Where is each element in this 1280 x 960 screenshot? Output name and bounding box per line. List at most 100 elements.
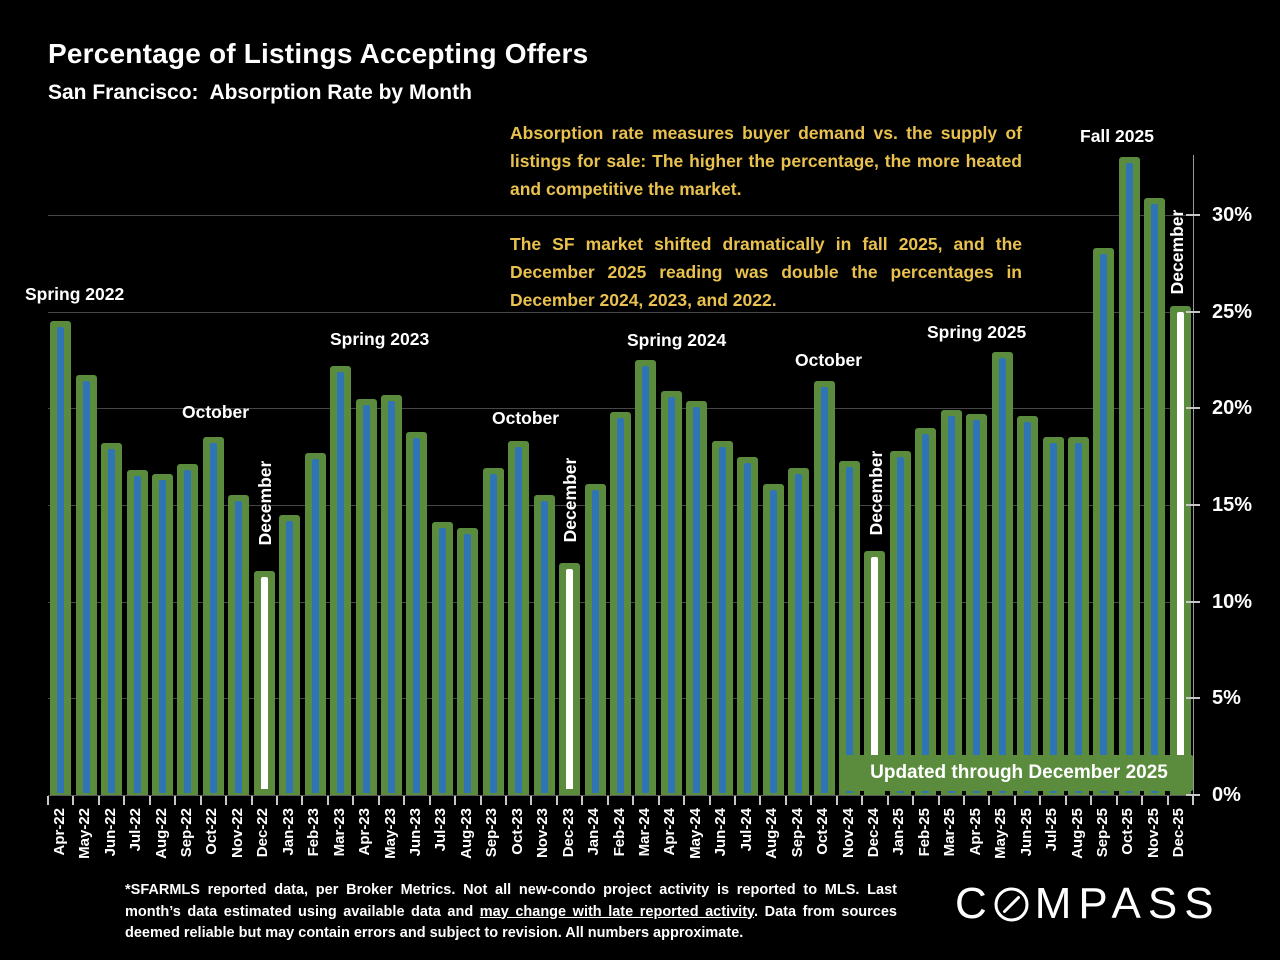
x-axis-tick <box>1064 796 1067 805</box>
x-axis-tick <box>683 796 686 805</box>
x-axis-tick <box>479 796 482 805</box>
season-label-october-5: October <box>795 350 863 370</box>
december-stripe-Dec-25 <box>1176 311 1184 789</box>
x-axis-label-Jul-25: Jul-25 <box>1043 808 1061 852</box>
x-axis-tick <box>428 796 431 805</box>
x-axis-label-Jul-22: Jul-22 <box>127 808 145 852</box>
x-axis-tick <box>963 796 965 805</box>
y-axis-tick-0% <box>1186 794 1200 796</box>
x-axis-tick <box>708 796 711 805</box>
stripe-Oct-25 <box>1125 163 1133 793</box>
x-axis-label-Sep-25: Sep-25 <box>1093 808 1111 858</box>
x-axis-label-Oct-22: Oct-22 <box>203 808 221 855</box>
x-axis-label-Jul-24: Jul-24 <box>737 808 755 852</box>
x-axis-tick <box>1115 796 1118 805</box>
december-stripe-Dec-23 <box>566 569 574 789</box>
x-axis-label-Nov-24: Nov-24 <box>839 808 857 859</box>
x-axis-label-Feb-25: Feb-25 <box>915 808 933 857</box>
stripe-Apr-22 <box>57 327 65 793</box>
footnote-lead: *SFARMLS reported data, per Broker Metri… <box>125 882 897 920</box>
compass-logo: C MPASS <box>955 879 1221 928</box>
stripe-May-22 <box>82 381 90 793</box>
december-callout-2: December <box>866 450 886 536</box>
x-axis-tick <box>555 796 558 805</box>
x-axis-tick <box>454 796 457 805</box>
y-axis-label-0%: 0% <box>1212 784 1241 806</box>
x-axis-tick <box>352 796 355 805</box>
x-axis-label-Dec-22: Dec-22 <box>254 808 272 858</box>
x-axis-label-Mar-24: Mar-24 <box>635 808 653 857</box>
x-axis-label-Apr-24: Apr-24 <box>661 808 679 856</box>
x-axis-tick <box>657 796 660 805</box>
december-callout-3: December <box>1167 209 1187 295</box>
y-axis-label-20%: 20% <box>1212 397 1253 420</box>
stripe-Nov-23 <box>540 501 548 793</box>
x-axis-label-Aug-22: Aug-22 <box>152 808 170 859</box>
annotation-absorption-definition: Absorption rate measures buyer demand vs… <box>510 123 1022 199</box>
x-axis-tick <box>759 796 762 805</box>
december-stripe-Dec-22 <box>260 576 268 789</box>
stripe-Jan-24 <box>591 489 599 793</box>
stripe-Feb-25 <box>922 433 930 793</box>
stripe-Jun-22 <box>108 449 116 793</box>
page-title: Percentage of Listings Accepting Offers <box>48 38 589 69</box>
x-axis-tick <box>326 796 329 805</box>
x-axis-tick <box>174 796 177 805</box>
x-axis-tick <box>123 796 126 805</box>
annotation-market-shift: The SF market shifted dramatically in fa… <box>510 234 1022 310</box>
y-axis-tick-5% <box>1186 697 1200 700</box>
x-axis-label-Jun-24: Jun-24 <box>712 808 730 857</box>
stripe-Apr-25 <box>973 420 981 793</box>
x-axis-tick <box>530 796 533 805</box>
stripe-Feb-24 <box>617 418 624 793</box>
x-axis-label-Jun-23: Jun-23 <box>406 808 424 857</box>
x-axis-tick <box>377 796 380 805</box>
x-axis-tick <box>810 796 813 805</box>
stripe-Nov-24 <box>846 466 853 793</box>
december-callout-0: December <box>255 460 275 546</box>
december-callout-1: December <box>560 457 580 543</box>
x-axis-tick <box>886 796 889 805</box>
stripe-May-23 <box>388 400 395 793</box>
x-axis-tick <box>937 796 940 805</box>
x-axis-label-Aug-23: Aug-23 <box>457 808 475 859</box>
x-axis-label-Jul-23: Jul-23 <box>432 808 450 852</box>
x-axis-tick <box>72 796 75 805</box>
stripe-Sep-24 <box>795 474 803 793</box>
stripe-Sep-23 <box>489 474 497 793</box>
stripe-Aug-23 <box>464 534 472 793</box>
x-axis-label-Apr-25: Apr-25 <box>966 808 984 856</box>
stripe-Nov-25 <box>1151 203 1159 793</box>
x-axis-label-Dec-25: Dec-25 <box>1170 808 1188 858</box>
y-axis-tick-15% <box>1186 504 1200 506</box>
season-label-spring-2025-6: Spring 2025 <box>927 322 1027 342</box>
logo-letters-mpass: MPASS <box>1034 879 1221 928</box>
x-axis-tick <box>403 796 406 805</box>
x-axis-tick <box>1090 796 1093 805</box>
x-axis-label-Nov-22: Nov-22 <box>228 808 246 859</box>
stripe-Mar-24 <box>642 366 650 793</box>
stripe-Jul-25 <box>1049 443 1057 793</box>
x-axis-label-Apr-22: Apr-22 <box>50 808 68 856</box>
x-axis-label-May-25: May-25 <box>992 808 1010 859</box>
x-axis-label-Nov-23: Nov-23 <box>534 808 552 859</box>
stripe-May-24 <box>693 406 701 793</box>
x-axis-tick <box>199 796 202 805</box>
y-axis-tick-25% <box>1186 310 1200 313</box>
y-axis-tick-10% <box>1186 600 1200 603</box>
logo-letter-c: C <box>955 879 994 928</box>
compass-o-icon <box>994 887 1029 921</box>
x-axis-label-Nov-25: Nov-25 <box>1144 808 1162 859</box>
y-axis-label-10%: 10% <box>1212 590 1253 613</box>
stripe-Oct-22 <box>209 443 217 793</box>
footnote-underlined: may change with late reported activity <box>479 903 755 920</box>
x-axis-tick <box>632 796 635 805</box>
x-axis-tick <box>1192 796 1194 805</box>
y-axis-tick-30% <box>1186 214 1200 216</box>
stripe-Jun-24 <box>718 447 726 793</box>
stripe-Jul-24 <box>744 462 752 793</box>
x-axis-label-Jan-23: Jan-23 <box>279 808 297 856</box>
y-axis-line <box>1193 155 1194 805</box>
december-stripe-Dec-24 <box>871 557 879 789</box>
footnote: *SFARMLS reported data, per Broker Metri… <box>125 880 897 945</box>
